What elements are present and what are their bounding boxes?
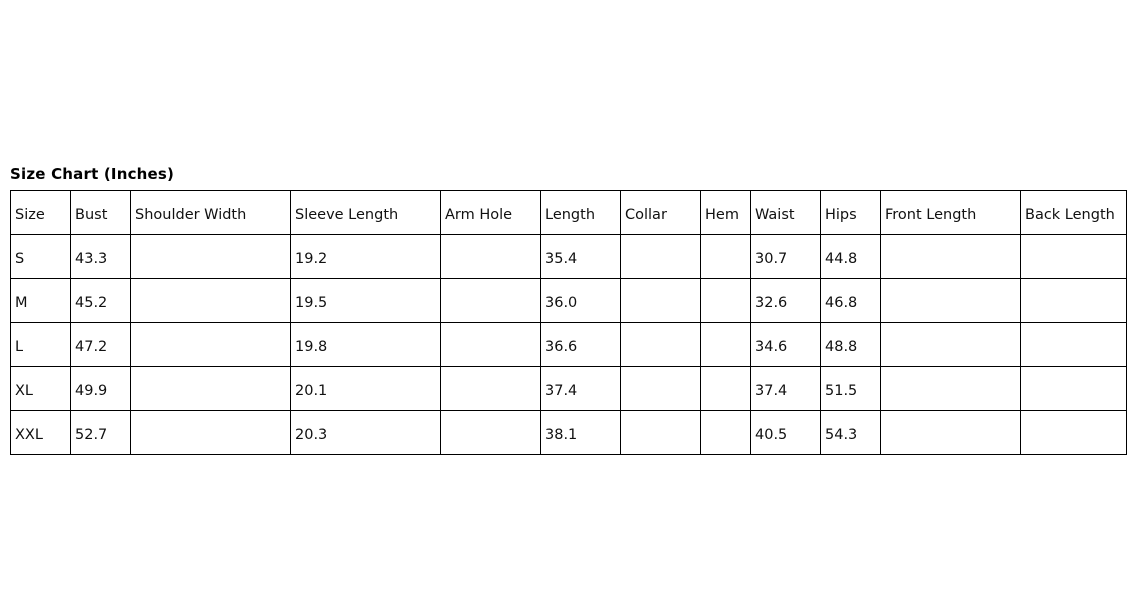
cell-hem: [700, 234, 751, 279]
header-row: Size Bust Shoulder Width Sleeve Length Arm H…: [10, 190, 1127, 235]
cell-collar: [620, 278, 701, 323]
size-chart-table: Size Bust Shoulder Width Sleeve Length Arm H…: [10, 190, 1127, 455]
cell-size: L: [10, 322, 71, 367]
cell-collar: [620, 234, 701, 279]
cell-arm-hole: [440, 278, 541, 323]
cell-hem: [700, 322, 751, 367]
cell-sleeve-length: 19.5: [290, 278, 441, 323]
cell-bust: 52.7: [70, 410, 131, 455]
cell-waist: 40.5: [750, 410, 821, 455]
cell-shoulder-width: [130, 366, 291, 411]
cell-shoulder-width: [130, 410, 291, 455]
header-collar: Collar: [620, 190, 701, 235]
cell-hips: 54.3: [820, 410, 881, 455]
cell-bust: 47.2: [70, 322, 131, 367]
cell-length: 38.1: [540, 410, 621, 455]
cell-sleeve-length: 20.3: [290, 410, 441, 455]
header-arm-hole: Arm Hole: [440, 190, 541, 235]
header-hips: Hips: [820, 190, 881, 235]
cell-length: 37.4: [540, 366, 621, 411]
cell-sleeve-length: 20.1: [290, 366, 441, 411]
header-sleeve-length: Sleeve Length: [290, 190, 441, 235]
cell-collar: [620, 322, 701, 367]
cell-size: XXL: [10, 410, 71, 455]
cell-waist: 37.4: [750, 366, 821, 411]
cell-hips: 46.8: [820, 278, 881, 323]
cell-back-length: [1020, 234, 1127, 279]
cell-back-length: [1020, 366, 1127, 411]
cell-waist: 32.6: [750, 278, 821, 323]
cell-arm-hole: [440, 234, 541, 279]
cell-waist: 34.6: [750, 322, 821, 367]
table-row: S 43.3 19.2 35.4 30.7 44.8: [10, 234, 1127, 279]
cell-hips: 51.5: [820, 366, 881, 411]
cell-size: M: [10, 278, 71, 323]
cell-bust: 45.2: [70, 278, 131, 323]
cell-sleeve-length: 19.8: [290, 322, 441, 367]
cell-back-length: [1020, 410, 1127, 455]
cell-shoulder-width: [130, 234, 291, 279]
cell-collar: [620, 410, 701, 455]
cell-hips: 48.8: [820, 322, 881, 367]
cell-waist: 30.7: [750, 234, 821, 279]
cell-arm-hole: [440, 322, 541, 367]
cell-front-length: [880, 234, 1021, 279]
cell-arm-hole: [440, 366, 541, 411]
cell-shoulder-width: [130, 278, 291, 323]
cell-size: XL: [10, 366, 71, 411]
cell-back-length: [1020, 322, 1127, 367]
cell-collar: [620, 366, 701, 411]
cell-shoulder-width: [130, 322, 291, 367]
table-row: XXL 52.7 20.3 38.1 40.5 54.3: [10, 410, 1127, 455]
cell-length: 36.0: [540, 278, 621, 323]
table-row: XL 49.9 20.1 37.4 37.4 51.5: [10, 366, 1127, 411]
cell-front-length: [880, 278, 1021, 323]
header-length: Length: [540, 190, 621, 235]
cell-back-length: [1020, 278, 1127, 323]
cell-hem: [700, 366, 751, 411]
header-bust: Bust: [70, 190, 131, 235]
header-hem: Hem: [700, 190, 751, 235]
header-back-length: Back Length: [1020, 190, 1127, 235]
cell-bust: 43.3: [70, 234, 131, 279]
cell-front-length: [880, 322, 1021, 367]
header-size: Size: [10, 190, 71, 235]
cell-front-length: [880, 410, 1021, 455]
cell-arm-hole: [440, 410, 541, 455]
cell-length: 35.4: [540, 234, 621, 279]
cell-bust: 49.9: [70, 366, 131, 411]
table-title: Size Chart (Inches): [10, 165, 175, 183]
cell-sleeve-length: 19.2: [290, 234, 441, 279]
cell-front-length: [880, 366, 1021, 411]
cell-hem: [700, 278, 751, 323]
cell-hem: [700, 410, 751, 455]
header-front-length: Front Length: [880, 190, 1021, 235]
cell-hips: 44.8: [820, 234, 881, 279]
cell-size: S: [10, 234, 71, 279]
table-row: M 45.2 19.5 36.0 32.6 46.8: [10, 278, 1127, 323]
table-row: L 47.2 19.8 36.6 34.6 48.8: [10, 322, 1127, 367]
header-waist: Waist: [750, 190, 821, 235]
header-shoulder-width: Shoulder Width: [130, 190, 291, 235]
cell-length: 36.6: [540, 322, 621, 367]
